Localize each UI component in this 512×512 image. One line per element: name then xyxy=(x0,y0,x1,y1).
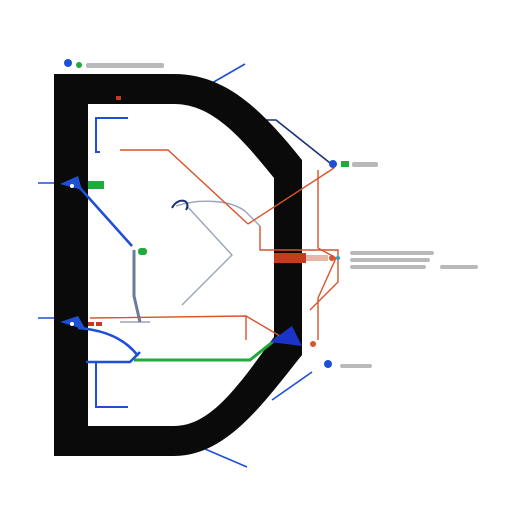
red-connectors xyxy=(88,96,121,326)
blue-wire-diag xyxy=(79,187,133,247)
grey-wiring xyxy=(120,200,261,323)
blue-dot-icon-top xyxy=(64,59,72,67)
faint-label-right-5 xyxy=(440,265,478,269)
blue-arrow-icon-bottom xyxy=(60,316,86,330)
red-connector-1 xyxy=(88,322,94,326)
green-wiring xyxy=(88,183,281,362)
faint-label-right-3 xyxy=(350,258,430,262)
bracket-bottom xyxy=(95,361,128,408)
navy-wire xyxy=(132,250,142,323)
orange-terminal xyxy=(274,253,306,263)
bracket-group xyxy=(95,117,128,408)
green-dot-icon-top xyxy=(76,62,82,68)
teal-dot-icon xyxy=(336,256,340,260)
orange-wire-diag xyxy=(247,167,335,225)
faint-label-top xyxy=(86,63,164,68)
orange-wiring xyxy=(89,149,339,340)
blue-arrow-icon-top xyxy=(60,176,82,190)
green-wire-main xyxy=(134,334,281,362)
terminal-link xyxy=(306,255,328,261)
red-connector-2 xyxy=(96,322,102,326)
d-frame xyxy=(54,74,302,456)
green-dot-icon-left xyxy=(88,181,104,189)
leader-right-mid xyxy=(271,371,313,401)
blue-dot-icon-bottom xyxy=(324,360,332,368)
red-connector-3 xyxy=(116,96,121,100)
blue-dot-icon-right xyxy=(329,160,337,168)
blue-wire-arc xyxy=(77,326,140,357)
blue-arrow-icon-right xyxy=(270,326,302,346)
faint-label-right-1 xyxy=(352,162,378,167)
bracket-top xyxy=(95,117,128,153)
green-dot-icon-right xyxy=(341,161,349,167)
orange-dot-icon-bottom xyxy=(310,341,316,347)
orange-wire-loop xyxy=(259,226,339,311)
grey-wire-upper xyxy=(175,200,261,227)
green-dot-icon-mid xyxy=(138,248,147,255)
blue-wiring xyxy=(77,187,141,364)
orange-wire-low xyxy=(245,315,281,337)
faint-label-right-4 xyxy=(350,265,426,269)
leader-bottom-right xyxy=(204,448,248,468)
faint-label-right-2 xyxy=(350,251,434,255)
grey-wire-diagonal xyxy=(181,204,233,306)
navy-hook xyxy=(171,199,189,211)
orange-wire-top xyxy=(120,149,249,225)
orange-dot-icon xyxy=(329,255,335,261)
faint-label-right-6 xyxy=(340,364,372,368)
blue-wire-low xyxy=(86,351,141,364)
